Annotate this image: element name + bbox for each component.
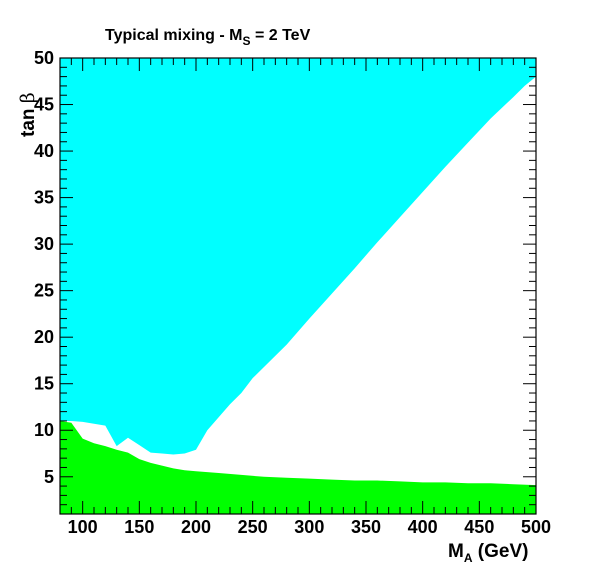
y-axis-title: tan β — [17, 92, 39, 137]
x-axis-title: MA (GeV) — [448, 541, 528, 565]
x-tick-label: 400 — [408, 517, 438, 537]
y-tick-label: 15 — [34, 374, 54, 394]
y-tick-label: 20 — [34, 327, 54, 347]
tick-labels: 100 150 200 250 300 350 400 450 500 5 10 15 20 25 30 35… — [34, 48, 551, 537]
x-tick-label: 100 — [68, 517, 98, 537]
x-tick-label: 250 — [238, 517, 268, 537]
excluded-region-upper — [60, 58, 536, 455]
axis-ticks — [59, 57, 537, 515]
y-tick-label: 10 — [34, 420, 54, 440]
y-tick-label: 25 — [34, 281, 54, 301]
chart-title: Typical mixing - MS = 2 TeV — [105, 27, 311, 48]
x-tick-label: 500 — [521, 517, 551, 537]
y-tick-label: 45 — [34, 95, 54, 115]
y-tick-label: 40 — [34, 141, 54, 161]
y-tick-label: 35 — [34, 188, 54, 208]
y-tick-label: 30 — [34, 234, 54, 254]
y-tick-label: 5 — [44, 467, 54, 487]
x-tick-label: 150 — [124, 517, 154, 537]
x-tick-label: 450 — [464, 517, 494, 537]
x-tick-label: 200 — [181, 517, 211, 537]
y-tick-label: 50 — [34, 48, 54, 68]
region-fills — [60, 58, 536, 514]
x-tick-label: 300 — [294, 517, 324, 537]
excluded-region-lower — [60, 420, 536, 514]
x-tick-label: 350 — [351, 517, 381, 537]
